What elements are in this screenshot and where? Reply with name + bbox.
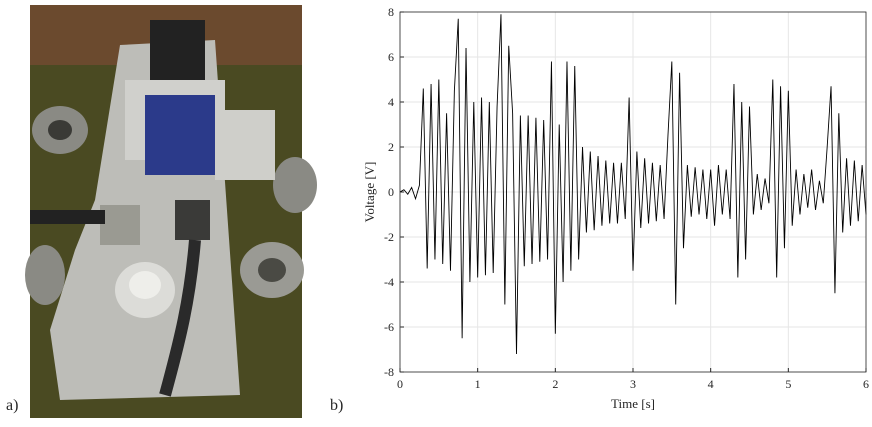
x-tick-label: 3 — [630, 377, 636, 391]
panel-label: a) — [6, 397, 18, 414]
y-tick-label: 4 — [388, 95, 394, 109]
x-tick-label: 4 — [708, 377, 714, 391]
y-tick-label: -6 — [384, 320, 394, 334]
x-tick-label: 1 — [475, 377, 481, 391]
y-axis-label: Voltage [V] — [362, 162, 377, 223]
y-tick-label: 6 — [388, 50, 394, 64]
y-tick-label: 0 — [388, 185, 394, 199]
y-tick-label: 8 — [388, 5, 394, 19]
photo — [25, 5, 317, 418]
x-tick-label: 0 — [397, 377, 403, 391]
y-tick-label: -8 — [384, 365, 394, 379]
x-tick-label: 6 — [863, 377, 869, 391]
x-axis-label: Time [s] — [611, 396, 655, 411]
y-tick-label: -2 — [384, 230, 394, 244]
y-tick-label: 2 — [388, 140, 394, 154]
plot-frame — [399, 11, 867, 373]
signal-line — [399, 14, 867, 355]
panel-label: b) — [330, 397, 343, 414]
x-tick-label: 2 — [552, 377, 558, 391]
x-tick-label: 5 — [785, 377, 791, 391]
y-tick-label: -4 — [384, 275, 394, 289]
